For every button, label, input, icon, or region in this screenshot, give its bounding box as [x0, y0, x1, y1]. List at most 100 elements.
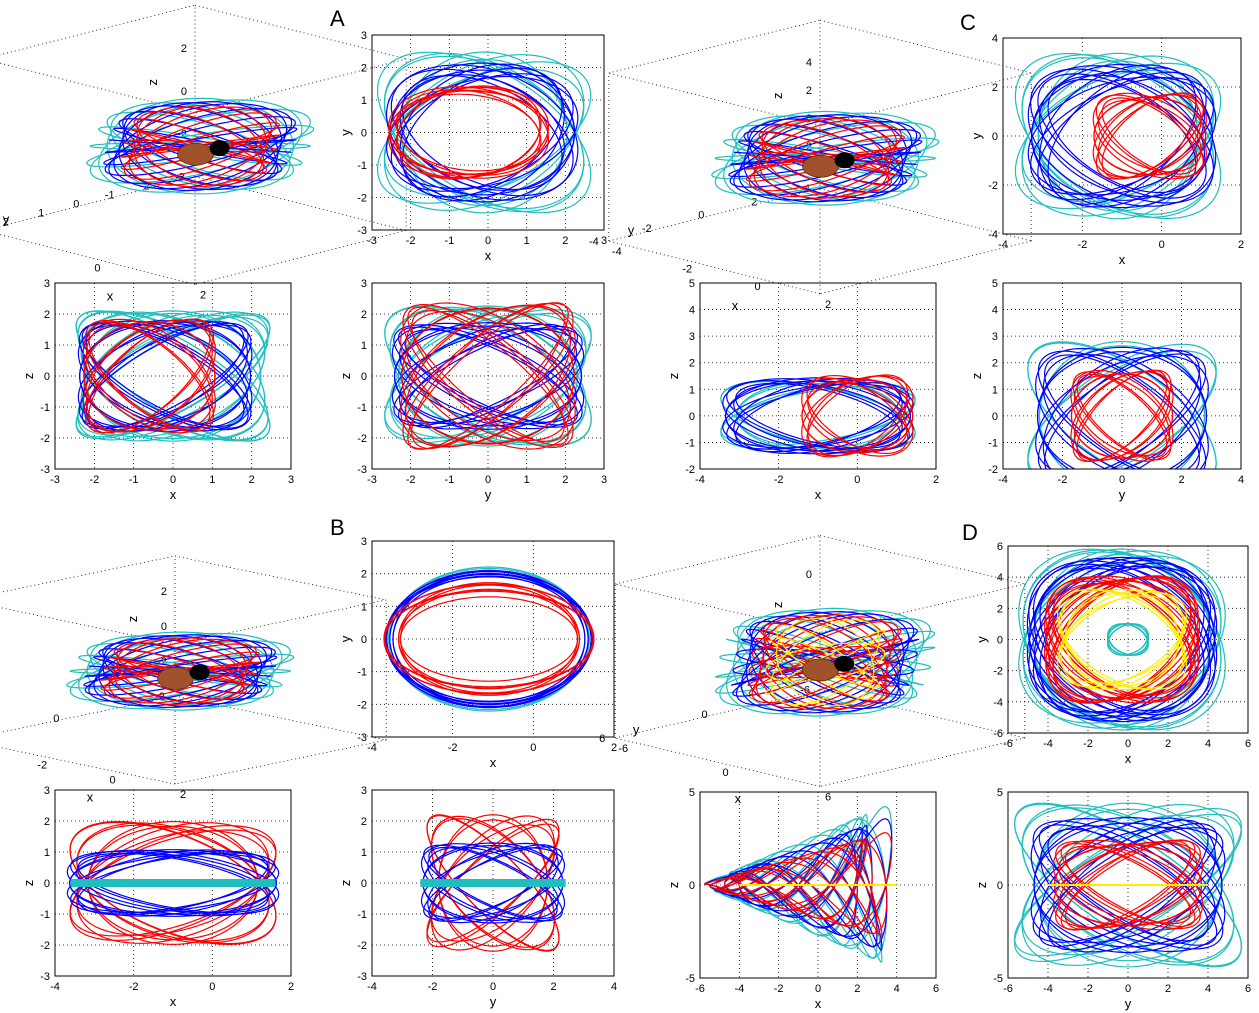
x-tick-label: 0 [723, 767, 729, 779]
orbit-cyan [389, 313, 587, 439]
cube-edge [615, 737, 821, 787]
x-axis-label: x [815, 996, 822, 1011]
plot-area [383, 566, 595, 712]
orbit-blue [1030, 818, 1226, 952]
orbit-red [401, 307, 575, 445]
x-tick-label: -2 [1058, 474, 1068, 486]
y-axis-label: y [3, 212, 10, 227]
orbit-red [1060, 839, 1196, 931]
x-tick-label: 2 [550, 981, 556, 993]
plot-frame [699, 282, 937, 470]
x-tick-label: -2 [406, 474, 416, 486]
cube-edge [174, 555, 387, 601]
x-axis-label: x [170, 487, 177, 502]
orbit-blue [390, 73, 574, 192]
x-tick-label: 0 [94, 262, 100, 274]
y-axis-label: y [969, 132, 984, 139]
x-tick-label: 2 [180, 789, 186, 801]
orbit-blue [123, 105, 277, 187]
x-tick-label: -6 [695, 983, 705, 995]
x-axis-label: x [732, 298, 739, 313]
orbit-red [116, 642, 244, 700]
chart-d-xz: -6 -4 -2 0 2 4 6 -5 0 5 x z [666, 787, 939, 1011]
x-tick-label: -2 [774, 983, 784, 995]
y-tick-label: 0 [44, 371, 50, 383]
z-tick-label: 0 [161, 621, 167, 633]
y-tick-label: -3 [357, 225, 367, 237]
orbit-cyan [80, 314, 266, 438]
y-tick-label: 1 [361, 601, 367, 613]
orbit-cyan [1021, 807, 1235, 963]
orbit-red [1095, 94, 1204, 178]
y-tick-label: 0 [53, 713, 59, 725]
x-tick-label: 0 [170, 474, 176, 486]
y-tick-label: 1 [44, 847, 50, 859]
x-tick-label: 2 [249, 474, 255, 486]
asteroid-body [802, 154, 839, 178]
cube-edge [174, 599, 387, 645]
orbit-red [1093, 96, 1207, 176]
y-tick-label: -3 [357, 732, 367, 744]
orbit-red [82, 318, 216, 434]
y-tick-label: 1 [992, 384, 998, 396]
plot-area [1013, 802, 1242, 968]
asteroid-body [157, 667, 194, 690]
z-tick-label: -5 [802, 646, 812, 658]
x-tick-label: 0 [1125, 738, 1131, 750]
y-tick-label: -2 [685, 464, 695, 476]
y-tick-label: 5 [997, 787, 1003, 799]
orbit-red [1073, 375, 1171, 457]
y-tick-label: 0 [992, 131, 998, 143]
x-tick-label: -4 [612, 246, 622, 258]
chart-a-xz: -3 -2 -1 0 1 2 3 -3 -2 -1 0 1 2 3 x z [21, 278, 294, 502]
cube-edge [819, 19, 1032, 74]
z-tick-label: 2 [161, 586, 167, 598]
orbit-blue [389, 573, 589, 705]
orbit-cyan [376, 61, 592, 204]
orbit-red [402, 304, 574, 448]
x-tick-label: 0 [485, 474, 491, 486]
y-tick-label: 0 [997, 880, 1003, 892]
y-tick-label: 0 [361, 878, 367, 890]
orbit-blue [390, 68, 574, 197]
y-tick-label: 0 [361, 371, 367, 383]
x-tick-label: 0 [490, 981, 496, 993]
x-tick-label: 0 [110, 774, 116, 786]
orbit-yellow [1056, 591, 1187, 688]
y-tick-label: -3 [40, 464, 50, 476]
y-axis-label: z [974, 882, 989, 889]
orbit-red [395, 85, 542, 180]
x-tick-label: -2 [448, 742, 458, 754]
x-tick-label: 4 [1205, 983, 1211, 995]
orbit-blue [76, 852, 270, 914]
panel-label-a: A [330, 6, 345, 31]
x-tick-label: 4 [1205, 738, 1211, 750]
orbit-red [103, 643, 257, 699]
orbit-red [384, 589, 594, 689]
orbit-cyan [1037, 60, 1199, 212]
y-tick-label: 2 [361, 309, 367, 321]
y-tick-label: -3 [40, 971, 50, 983]
orbit-red [751, 621, 899, 704]
secondary-body [189, 664, 210, 681]
x-tick-label: 3 [601, 474, 607, 486]
y-tick-label: 4 [992, 33, 998, 45]
orbit-red [76, 824, 270, 942]
orbit-blue [1038, 823, 1218, 947]
orbit-red [1070, 370, 1174, 462]
plot-area [420, 814, 566, 952]
orbit-red [752, 141, 897, 176]
x-tick-label: 3 [288, 474, 294, 486]
orbit-red [1070, 369, 1174, 462]
y-axis-label: z [338, 880, 353, 887]
x-tick-label: 0 [755, 281, 761, 293]
y-tick-label: 0 [361, 128, 367, 140]
y-tick-label: -3 [357, 971, 367, 983]
orbit-red [1095, 92, 1204, 180]
orbit-red [402, 302, 574, 450]
x-tick-label: -4 [998, 474, 1008, 486]
y-axis-label: y [633, 722, 640, 737]
x-tick-label: 0 [530, 742, 536, 754]
plot-area [1014, 52, 1222, 220]
